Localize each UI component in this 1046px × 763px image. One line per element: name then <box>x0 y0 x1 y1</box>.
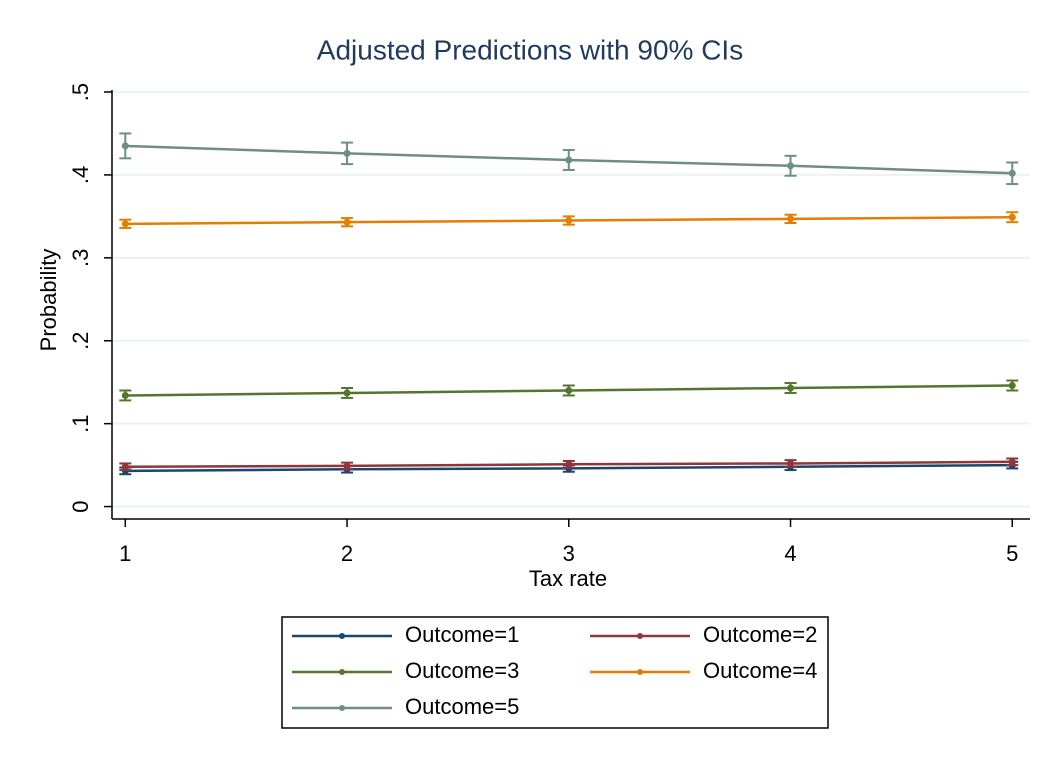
y-tick-label: .5 <box>68 83 93 101</box>
legend-label: Outcome=3 <box>405 658 519 683</box>
x-axis-title: Tax rate <box>529 566 607 591</box>
point <box>343 389 351 397</box>
point <box>343 218 351 226</box>
point <box>343 149 351 157</box>
point <box>1008 213 1016 221</box>
y-axis-title: Probability <box>36 249 61 352</box>
legend-marker <box>339 633 345 639</box>
y-tick-label: .2 <box>68 332 93 350</box>
x-tick-label: 3 <box>563 541 575 566</box>
point <box>121 463 129 471</box>
legend-label: Outcome=5 <box>405 694 519 719</box>
point <box>565 217 573 225</box>
point <box>565 156 573 164</box>
legend-marker <box>637 669 643 675</box>
legend-marker <box>339 669 345 675</box>
y-tick-label: 0 <box>68 500 93 512</box>
point <box>787 459 795 467</box>
point <box>1008 169 1016 177</box>
point <box>565 386 573 394</box>
point <box>787 384 795 392</box>
y-tick-label: .4 <box>68 166 93 184</box>
legend-label: Outcome=4 <box>703 658 817 683</box>
legend-marker <box>637 633 643 639</box>
point <box>1008 458 1016 466</box>
x-tick-label: 1 <box>119 541 131 566</box>
point <box>121 391 129 399</box>
y-tick-label: .1 <box>68 414 93 432</box>
point <box>565 460 573 468</box>
point <box>1008 382 1016 390</box>
point <box>121 142 129 150</box>
y-tick-label: .3 <box>68 249 93 267</box>
point <box>787 215 795 223</box>
point <box>343 462 351 470</box>
legend-label: Outcome=1 <box>405 622 519 647</box>
legend-marker <box>339 705 345 711</box>
x-tick-label: 4 <box>784 541 796 566</box>
chart-title: Adjusted Predictions with 90% CIs <box>317 34 743 65</box>
point <box>787 162 795 170</box>
legend-label: Outcome=2 <box>703 622 817 647</box>
x-tick-label: 2 <box>341 541 353 566</box>
x-tick-label: 5 <box>1006 541 1018 566</box>
point <box>121 220 129 228</box>
